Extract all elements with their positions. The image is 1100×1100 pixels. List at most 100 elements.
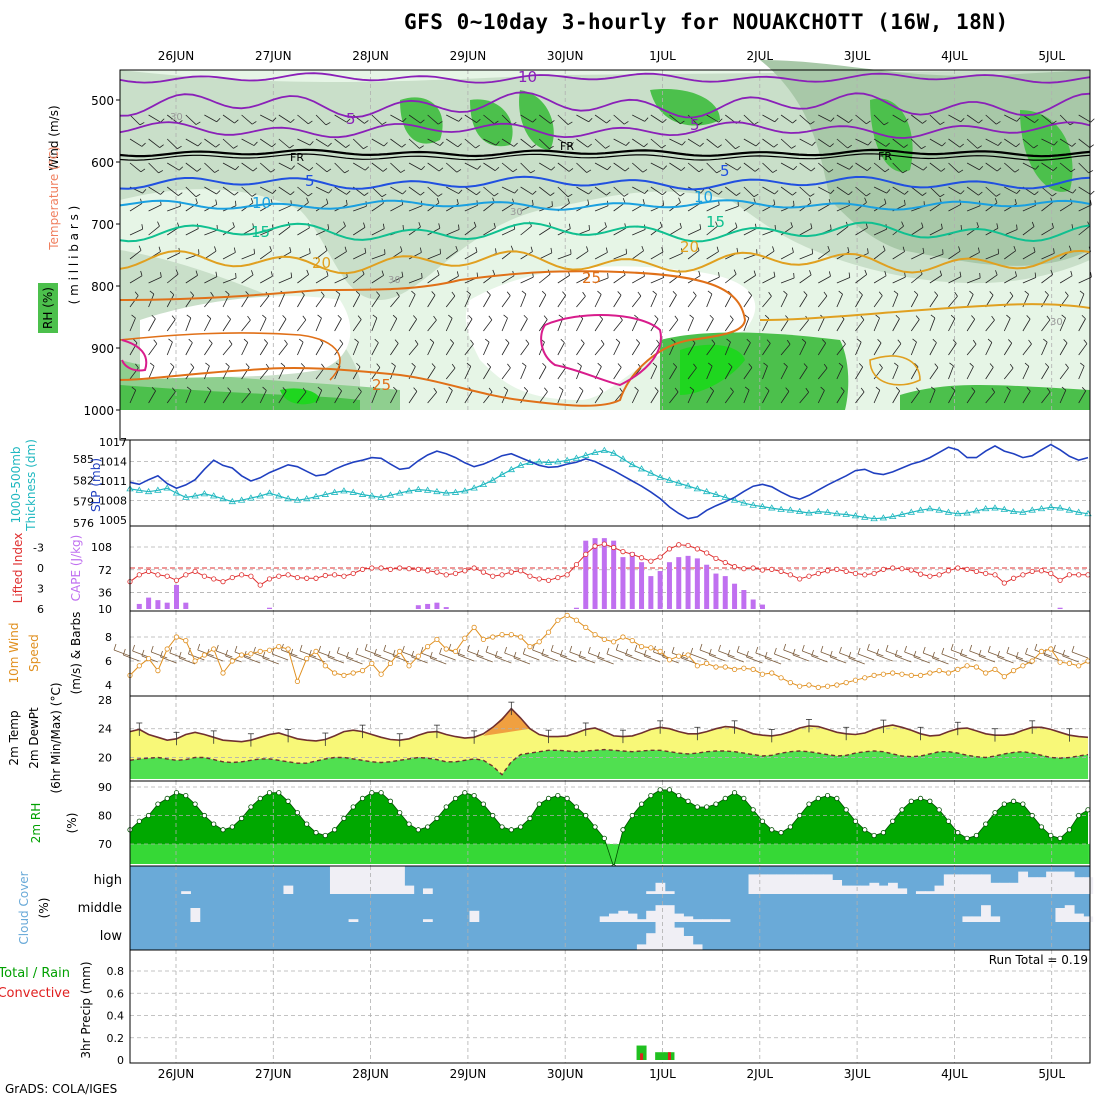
wind-barb	[1022, 114, 1035, 123]
wind-barb	[129, 162, 142, 173]
wind-barb-flag	[413, 315, 417, 320]
wind10-barb	[290, 654, 307, 662]
wind-barb-flag	[1034, 272, 1037, 278]
wind-barb-flag	[904, 190, 909, 195]
wind-barb	[613, 294, 622, 308]
wind-barb-flag	[215, 199, 218, 205]
marker	[862, 675, 868, 681]
wind-barb	[222, 319, 231, 332]
wind-barb	[259, 342, 268, 356]
cloud-cell	[655, 882, 666, 894]
marker	[973, 568, 979, 575]
wind-barb	[725, 186, 737, 196]
wind10-barb-flag	[894, 649, 898, 657]
wind-barb	[650, 114, 663, 123]
wind-barb-flag	[969, 290, 974, 295]
wind-barb-flag	[895, 387, 900, 392]
cloud-cell	[692, 944, 703, 950]
wind-barb	[836, 138, 848, 149]
wind-barb	[1078, 204, 1092, 212]
wind-barb	[408, 391, 418, 404]
wind-barb-flag	[214, 246, 217, 252]
marker	[387, 566, 394, 572]
cloud-cell	[953, 874, 963, 894]
wind-barb	[390, 138, 402, 148]
marker	[527, 815, 533, 821]
marker	[508, 631, 514, 638]
wind-barb	[315, 138, 329, 147]
marker	[852, 818, 859, 824]
wind-barb-flag	[243, 338, 249, 343]
wind-barb-flag	[718, 190, 723, 195]
cloud-cell	[822, 874, 833, 894]
marker	[936, 807, 942, 813]
wind10-barb-flag	[122, 648, 126, 656]
marker	[992, 810, 998, 816]
wind-barb	[669, 391, 679, 404]
marker	[499, 824, 505, 830]
wind-barb	[929, 342, 937, 356]
wind-barb	[390, 365, 396, 380]
cape-bar	[620, 557, 626, 609]
wind-barb-flag	[473, 221, 477, 227]
wind-barb	[1078, 343, 1088, 356]
slp-tick: 1011	[99, 475, 127, 488]
marker	[332, 670, 338, 676]
wind10-barb-flag	[1034, 643, 1038, 651]
marker	[144, 487, 153, 495]
wind-barb-flag	[1016, 224, 1018, 230]
wind-barb-flag	[419, 145, 424, 149]
cloud-cell	[981, 905, 991, 922]
wind-barb-flag	[744, 386, 750, 391]
wind-barb	[966, 319, 976, 332]
wind-barb-flag	[1014, 199, 1017, 205]
cape-tick: 10	[98, 603, 112, 616]
marker	[219, 495, 227, 502]
wind-barb	[743, 162, 756, 172]
wind10-barb	[262, 657, 279, 665]
wind-barb-flag	[643, 143, 648, 148]
wind10-barb-flag	[941, 647, 945, 655]
cloud-cell	[962, 874, 973, 894]
wind-barb-flag	[939, 193, 945, 198]
wind-barb-flag	[455, 245, 458, 251]
wind-barb-flag	[773, 271, 776, 277]
wind-barb	[167, 252, 180, 260]
cape-bar	[685, 555, 691, 609]
wind10-barb-flag	[522, 647, 526, 655]
wind-barb-flag	[234, 165, 240, 171]
marker	[637, 465, 646, 472]
wind-barb	[855, 138, 869, 146]
wind-barb-flag	[282, 387, 287, 392]
wind-barb-flag	[439, 248, 442, 254]
wind-barb-flag	[586, 169, 592, 173]
marker	[964, 835, 970, 841]
wind-barb-flag	[494, 120, 499, 125]
wind10-barb-flag	[429, 651, 433, 659]
cloud-cell	[757, 874, 768, 894]
precip-total-bar	[636, 1045, 647, 1060]
wind-barb-flag	[320, 291, 325, 296]
date-label-top: 26JUN	[158, 49, 195, 63]
marker	[321, 490, 330, 497]
wind-barb-flag	[205, 362, 210, 367]
wind-barb	[855, 274, 867, 284]
wind-barb-flag	[822, 339, 826, 344]
wind-barb-flag	[623, 121, 629, 125]
wind-barb-flag	[696, 245, 700, 251]
wind-barb-flag	[884, 198, 887, 204]
wind-barb	[166, 341, 173, 356]
wind-barb-flag	[1028, 339, 1032, 345]
wind-barb	[650, 138, 662, 149]
marker	[573, 617, 580, 623]
wind-barb-flag	[214, 169, 220, 173]
wind-barb-flag	[544, 387, 548, 392]
wind-barb	[557, 275, 570, 284]
marker	[778, 675, 784, 681]
wind-barb	[241, 114, 253, 125]
wind-barb	[1041, 186, 1053, 197]
wind-barb-flag	[525, 339, 530, 344]
marker	[955, 565, 961, 571]
cloud-cell	[664, 891, 675, 894]
wind-barb	[204, 229, 218, 236]
